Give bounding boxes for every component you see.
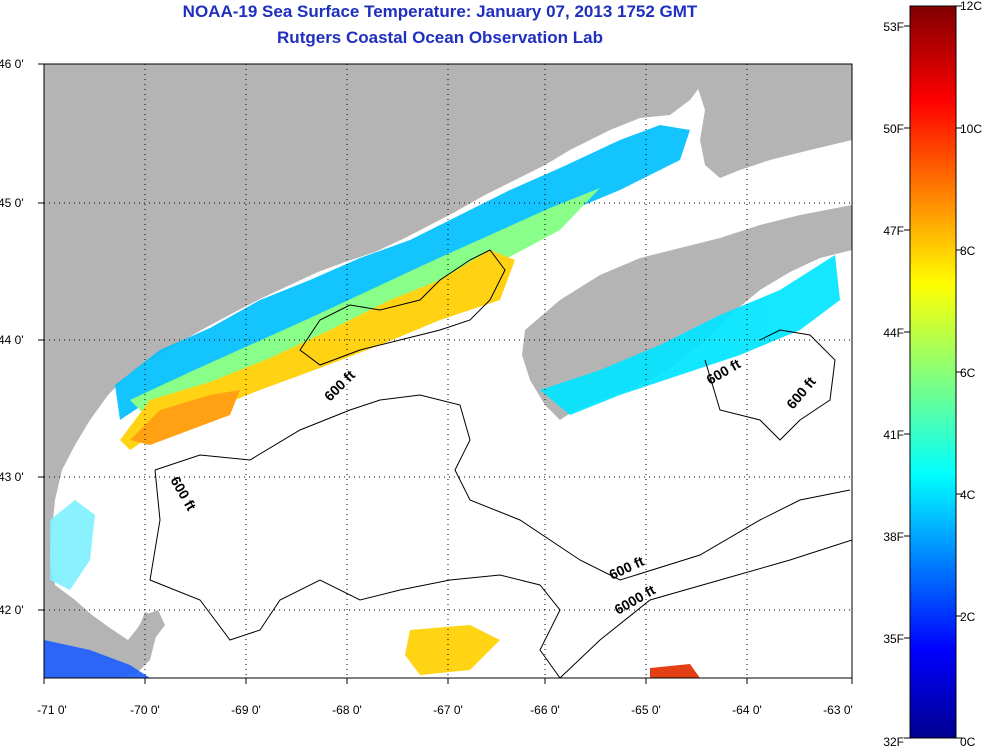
lon-label: -69 0'	[231, 703, 261, 717]
colorbar-c-label: 8C	[960, 244, 976, 258]
map-title: NOAA-19 Sea Surface Temperature: January…	[182, 2, 698, 21]
cape-cod-land	[120, 610, 165, 668]
nova-scotia-land	[522, 205, 852, 420]
lon-label: -71 0'	[37, 703, 67, 717]
map-panel: 600 ft 600 ft 600 ft 600 ft 600 ft 6000 …	[44, 64, 852, 678]
sst-swath	[44, 125, 840, 678]
lat-label: 46 0'	[0, 57, 24, 71]
colorbar-c-label: 0C	[960, 735, 976, 749]
lon-label: -66 0'	[530, 703, 560, 717]
colorbar-c-label: 10C	[960, 122, 982, 136]
lon-label: -63 0'	[823, 703, 853, 717]
lon-label: -70 0'	[130, 703, 160, 717]
colorbar-c-label: 6C	[960, 366, 976, 380]
map-subtitle: Rutgers Coastal Ocean Observation Lab	[277, 28, 603, 47]
lat-label: 44 0'	[0, 333, 24, 347]
lat-label: 42 0'	[0, 603, 24, 617]
colorbar-gradient	[909, 5, 957, 739]
bathymetry-contours	[149, 249, 852, 678]
colorbar-f-label: 44F	[883, 326, 904, 340]
lon-label: -67 0'	[433, 703, 463, 717]
colorbar-c-label: 2C	[960, 610, 976, 624]
colorbar-f-label: 47F	[883, 224, 904, 238]
colorbar-c-label: 4C	[960, 488, 976, 502]
lon-label: -64 0'	[732, 703, 762, 717]
lat-label: 45 0'	[0, 196, 24, 210]
colorbar-f-label: 32F	[883, 735, 904, 749]
colorbar-f-label: 50F	[883, 122, 904, 136]
lon-label: -68 0'	[332, 703, 362, 717]
colorbar-f-label: 41F	[883, 428, 904, 442]
axis-ticks	[38, 63, 853, 684]
temperature-colorbar: 53F 50F 47F 44F 41F 38F 35F 32F 12C 10C …	[883, 0, 982, 749]
lon-label: -65 0'	[631, 703, 661, 717]
colorbar-c-label: 12C	[960, 0, 982, 13]
colorbar-f-label: 53F	[883, 20, 904, 34]
colorbar-f-label: 38F	[883, 530, 904, 544]
colorbar-f-label: 35F	[883, 632, 904, 646]
lat-label: 43 0'	[0, 470, 24, 484]
new-england-land	[44, 64, 705, 678]
maritimes-land	[690, 64, 852, 178]
